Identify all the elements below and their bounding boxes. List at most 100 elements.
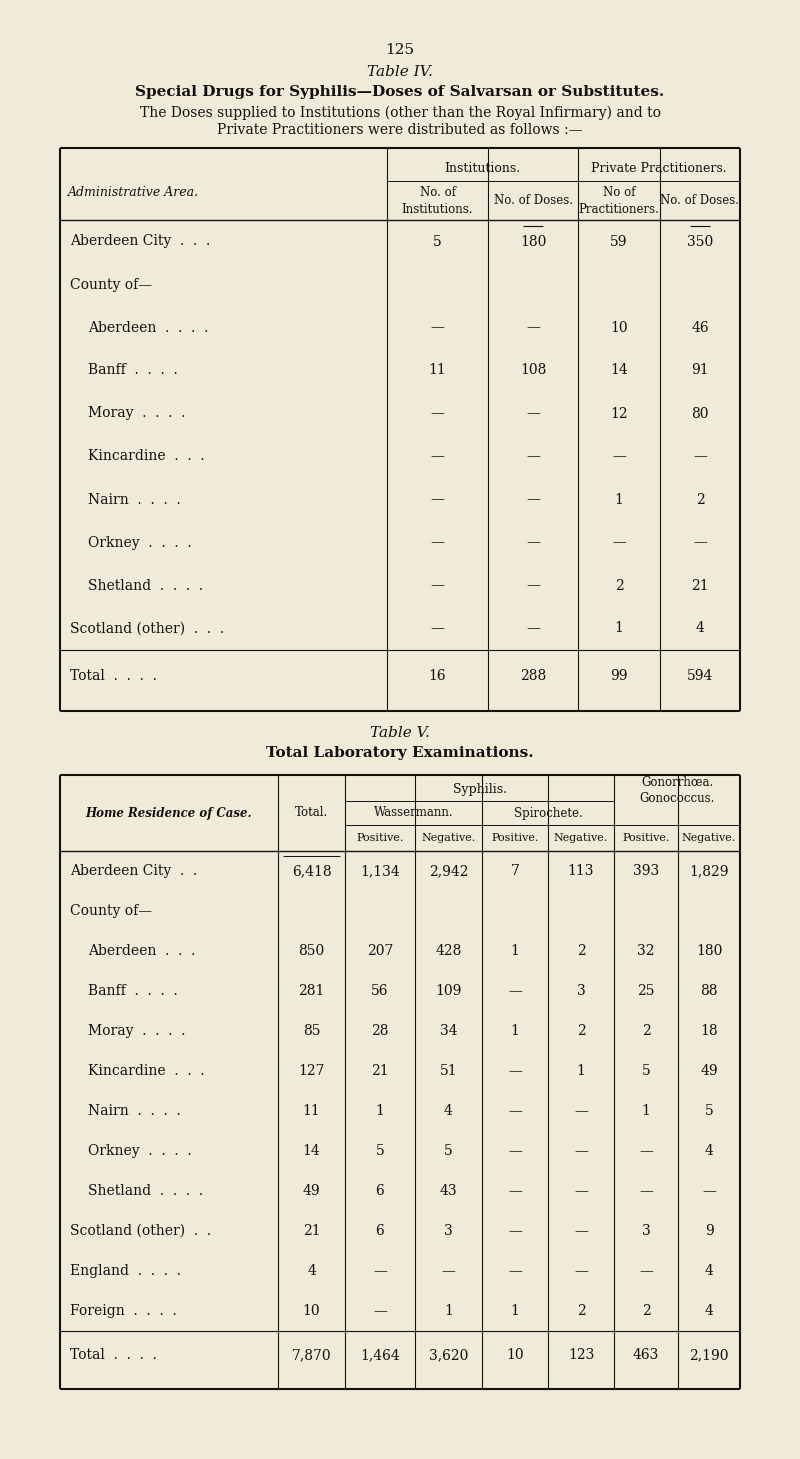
Text: 393: 393 [633,864,659,878]
Text: —: — [639,1263,653,1278]
Text: —: — [574,1263,588,1278]
Text: 5: 5 [705,1104,714,1118]
Text: Spirochete.: Spirochete. [514,807,582,820]
Text: Orkney  .  .  .  .: Orkney . . . . [88,535,192,550]
Text: Total  .  .  .  .: Total . . . . [70,1348,157,1363]
Text: —: — [574,1185,588,1198]
Text: Table IV.: Table IV. [367,66,433,79]
Text: Total  .  .  .  .: Total . . . . [70,668,157,683]
Text: No of
Practitioners.: No of Practitioners. [578,187,659,216]
Text: 5: 5 [376,1144,384,1158]
Text: 2,190: 2,190 [690,1348,729,1363]
Text: Institutions.: Institutions. [445,162,521,175]
Text: 10: 10 [506,1348,524,1363]
Text: 6,418: 6,418 [292,864,331,878]
Text: 4: 4 [444,1104,453,1118]
Text: 1: 1 [510,944,519,959]
Text: 281: 281 [298,983,325,998]
Text: Positive.: Positive. [622,833,670,843]
Text: Positive.: Positive. [356,833,404,843]
Text: Aberdeen  .  .  .: Aberdeen . . . [88,944,195,959]
Text: —: — [508,1263,522,1278]
Text: Negative.: Negative. [422,833,476,843]
Text: 1: 1 [614,622,623,636]
Text: —: — [508,1185,522,1198]
Text: 2: 2 [642,1304,650,1317]
Text: 9: 9 [705,1224,714,1239]
Text: 7: 7 [510,864,519,878]
Text: 59: 59 [610,235,628,248]
Text: 32: 32 [638,944,654,959]
Text: —: — [612,535,626,550]
Text: 1: 1 [577,1064,586,1078]
Text: Banff  .  .  .  .: Banff . . . . [88,983,178,998]
Text: —: — [639,1185,653,1198]
Text: 109: 109 [435,983,462,998]
Text: No. of Doses.: No. of Doses. [494,194,573,207]
Text: —: — [574,1224,588,1239]
Text: —: — [526,579,540,592]
Text: —: — [430,579,445,592]
Text: England  .  .  .  .: England . . . . [70,1263,181,1278]
Text: 88: 88 [700,983,718,998]
Text: No. of Doses.: No. of Doses. [661,194,739,207]
Text: Nairn  .  .  .  .: Nairn . . . . [88,1104,181,1118]
Text: 4: 4 [705,1304,714,1317]
Text: 180: 180 [696,944,722,959]
Text: —: — [430,407,445,420]
Text: 1: 1 [375,1104,385,1118]
Text: —: — [526,493,540,506]
Text: 3: 3 [642,1224,650,1239]
Text: Kincardine  .  .  .: Kincardine . . . [88,1064,205,1078]
Text: —: — [526,622,540,636]
Text: Wassermann.: Wassermann. [374,807,454,820]
Text: —: — [442,1263,455,1278]
Text: 180: 180 [520,235,546,248]
Text: 1: 1 [444,1304,453,1317]
Text: 463: 463 [633,1348,659,1363]
Text: Aberdeen City  .  .  .: Aberdeen City . . . [70,235,210,248]
Text: 3: 3 [444,1224,453,1239]
Text: 2: 2 [577,1024,586,1037]
Text: Aberdeen City  .  .: Aberdeen City . . [70,864,198,878]
Text: —: — [508,1144,522,1158]
Text: —: — [639,1144,653,1158]
Text: 1,829: 1,829 [690,864,729,878]
Text: The Doses supplied to Institutions (other than the Royal Infirmary) and to: The Doses supplied to Institutions (othe… [139,107,661,120]
Text: —: — [430,449,445,464]
Text: 11: 11 [302,1104,320,1118]
Text: Banff  .  .  .  .: Banff . . . . [88,363,178,378]
Text: Nairn  .  .  .  .: Nairn . . . . [88,493,181,506]
Text: County of—: County of— [70,905,152,918]
Text: Scotland (other)  .  .: Scotland (other) . . [70,1224,211,1239]
Text: Aberdeen  .  .  .  .: Aberdeen . . . . [88,321,208,334]
Text: 1,464: 1,464 [360,1348,400,1363]
Text: Private Practitioners were distributed as follows :—: Private Practitioners were distributed a… [218,123,582,137]
Text: Negative.: Negative. [682,833,736,843]
Text: 1: 1 [642,1104,650,1118]
Text: 56: 56 [371,983,389,998]
Text: 3,620: 3,620 [429,1348,468,1363]
Text: —: — [526,449,540,464]
Text: 428: 428 [435,944,462,959]
Text: 113: 113 [568,864,594,878]
Text: 3: 3 [577,983,586,998]
Text: 21: 21 [691,579,709,592]
Text: Private Practitioners.: Private Practitioners. [591,162,727,175]
Text: —: — [574,1144,588,1158]
Text: —: — [373,1263,387,1278]
Text: —: — [526,321,540,334]
Text: Total Laboratory Examinations.: Total Laboratory Examinations. [266,746,534,760]
Text: —: — [430,535,445,550]
Text: —: — [612,449,626,464]
Text: —: — [508,1064,522,1078]
Text: 594: 594 [687,668,713,683]
Text: 14: 14 [610,363,628,378]
Text: —: — [508,983,522,998]
Text: 49: 49 [700,1064,718,1078]
Text: 1: 1 [510,1304,519,1317]
Text: 5: 5 [444,1144,453,1158]
Text: Negative.: Negative. [554,833,608,843]
Text: 14: 14 [302,1144,320,1158]
Text: 2: 2 [696,493,704,506]
